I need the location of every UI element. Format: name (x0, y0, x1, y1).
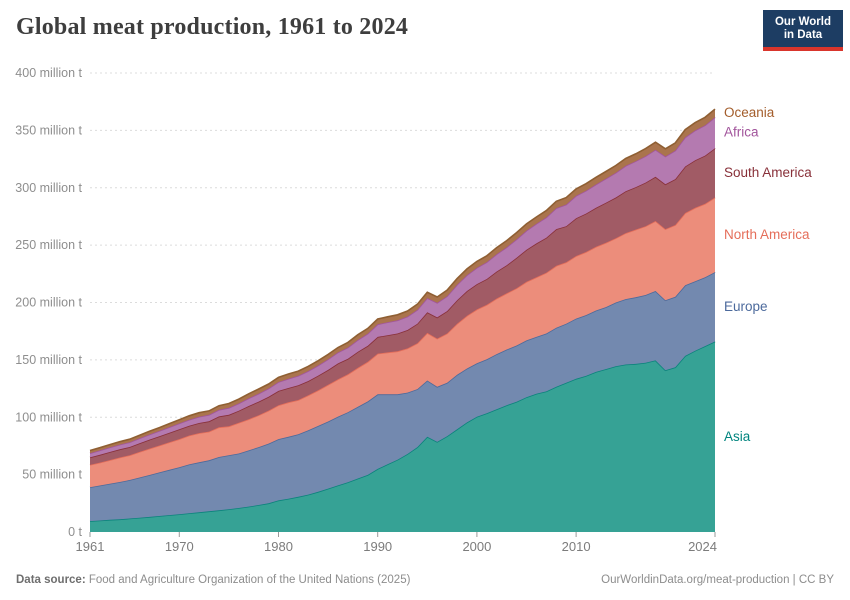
y-axis-tick-label: 50 million t (22, 468, 82, 482)
area-europe[interactable] (90, 272, 715, 522)
y-axis-tick-label: 100 million t (15, 410, 82, 424)
owid-logo-line2: in Data (783, 29, 823, 41)
legend-label-north-america[interactable]: North America (724, 227, 810, 242)
y-axis-tick-label: 0 t (68, 525, 82, 539)
x-axis-tick-label: 2000 (462, 539, 491, 554)
legend-label-asia[interactable]: Asia (724, 429, 751, 444)
x-axis-tick-label: 1961 (76, 539, 105, 554)
data-source-text: Food and Agriculture Organization of the… (85, 574, 411, 586)
legend-label-africa[interactable]: Africa (724, 125, 759, 140)
legend-label-europe[interactable]: Europe (724, 299, 768, 314)
x-axis-tick-label: 1980 (264, 539, 293, 554)
x-axis-tick-label: 1970 (165, 539, 194, 554)
owid-logo[interactable]: Our World in Data (763, 10, 843, 51)
x-axis-tick-label: 2010 (562, 539, 591, 554)
legend-label-south-america[interactable]: South America (724, 165, 812, 180)
area-top-line-oceania (89, 108, 716, 452)
y-axis-tick-label: 350 million t (15, 123, 82, 137)
y-axis-tick-label: 400 million t (15, 66, 82, 80)
area-asia[interactable] (90, 341, 715, 533)
legend-label-oceania[interactable]: Oceania (724, 105, 775, 120)
area-north-america[interactable] (90, 197, 715, 488)
y-axis-tick-label: 150 million t (15, 353, 82, 367)
x-axis-tick-label: 1990 (363, 539, 392, 554)
chart-footer: Data source: Food and Agriculture Organi… (16, 574, 834, 586)
y-axis-tick-label: 200 million t (15, 296, 82, 310)
y-axis-tick-label: 250 million t (15, 238, 82, 252)
y-axis-tick-label: 300 million t (15, 181, 82, 195)
page-title: Global meat production, 1961 to 2024 (16, 14, 409, 40)
x-axis-tick-label: 2024 (688, 539, 717, 554)
owid-logo-line1: Our World (774, 16, 831, 28)
area-south-america[interactable] (90, 148, 715, 465)
data-source-label: Data source: (16, 574, 86, 586)
footer-link[interactable]: OurWorldinData.org/meat-production | CC … (601, 574, 834, 586)
